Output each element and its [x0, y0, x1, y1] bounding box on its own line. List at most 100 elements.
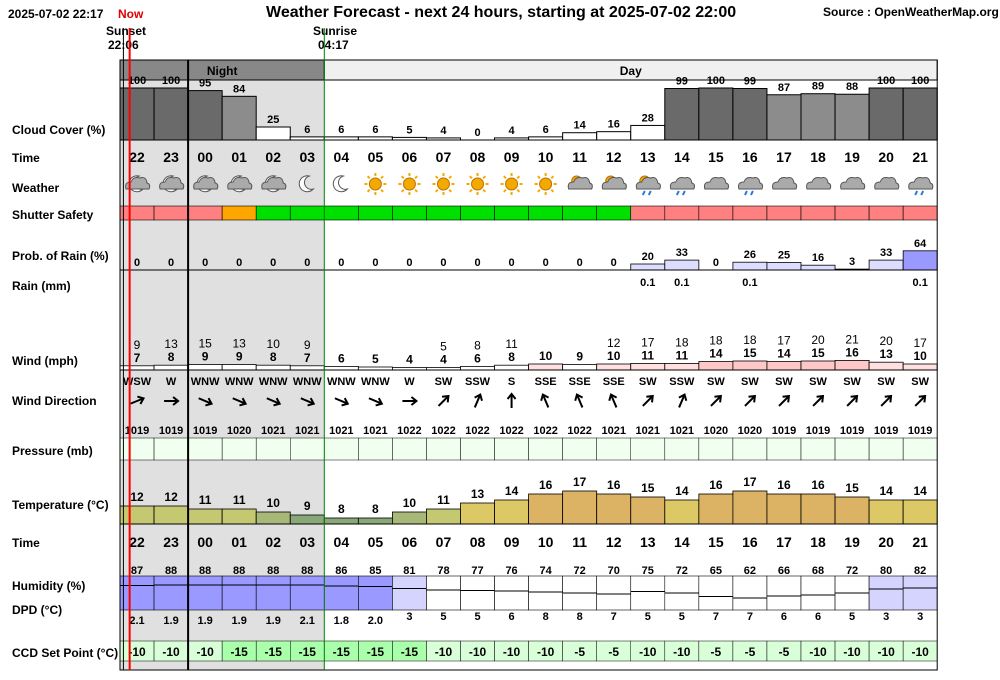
dpd-value: 3 — [406, 611, 412, 623]
humidity-value: 85 — [369, 565, 381, 577]
pressure-value: 1020 — [704, 425, 728, 437]
row-label-temperature: Temperature (°C) — [12, 498, 109, 512]
ccd-set-point-value: -10 — [877, 645, 895, 659]
pressure-value: 1022 — [397, 425, 421, 437]
sun-icon — [466, 173, 489, 195]
temperature-value: 11 — [437, 493, 450, 507]
wind-direction-label: WNW — [191, 376, 220, 388]
pressure-value: 1020 — [227, 425, 251, 437]
time-label: 00 — [197, 149, 213, 165]
cloud-cover-value: 6 — [304, 124, 310, 136]
row-label-wind: Wind (mph) — [12, 354, 78, 368]
wind-speed-value: 8 — [168, 350, 175, 364]
cloud-cover-value: 14 — [574, 120, 587, 132]
cloud-cover-value: 87 — [778, 82, 790, 94]
cloud-cover-bar — [868, 87, 904, 141]
temperature-value: 10 — [403, 496, 417, 510]
row-label-ccd-set-point: CCD Set Point (°C) — [12, 646, 119, 660]
time-label: 17 — [776, 149, 792, 165]
dpd-value: 5 — [645, 611, 651, 623]
cloud-rain-icon — [908, 177, 934, 196]
dpd-value: 2.0 — [368, 615, 383, 627]
temperature-value: 8 — [372, 502, 379, 516]
time-label: 09 — [504, 534, 520, 550]
shutter-cell — [460, 205, 495, 221]
wind-direction-label: SSW — [669, 376, 695, 388]
wind-speed-bar — [460, 365, 495, 371]
cloud-cover-value: 16 — [608, 119, 620, 131]
wind-gust-value: 9 — [304, 338, 311, 352]
rain-probability-value: 0 — [372, 257, 378, 269]
row-label-wind-direction: Wind Direction — [12, 394, 97, 408]
day-label: Day — [620, 64, 642, 78]
humidity-value: 86 — [335, 565, 347, 577]
sun-cloud-rain-icon — [635, 175, 661, 196]
wind-gust-value: 20 — [879, 334, 893, 348]
humidity-cell — [221, 575, 257, 611]
pressure-cell — [868, 437, 904, 461]
pressure-value: 1022 — [431, 425, 455, 437]
wind-arrow-icon — [812, 394, 825, 407]
dpd-value: 6 — [509, 611, 515, 623]
rain-probability-value: 64 — [914, 238, 927, 250]
wind-arrow-icon — [164, 396, 180, 406]
humidity-cell — [766, 575, 802, 611]
header-datetime: 2025-07-02 22:17 — [8, 7, 104, 21]
dpd-value: 1.9 — [197, 615, 212, 627]
wind-speed-value: 6 — [338, 351, 345, 365]
pressure-value: 1021 — [670, 425, 694, 437]
temperature-value: 14 — [913, 484, 927, 498]
wind-speed-bar — [664, 362, 700, 371]
row-label-time-2: Time — [12, 536, 40, 550]
wind-direction-label: WNW — [225, 376, 254, 388]
temperature-bar — [596, 493, 632, 525]
ccd-set-point-value: -5 — [745, 645, 756, 659]
wind-speed-bar — [255, 364, 291, 371]
pressure-cell — [834, 437, 870, 461]
dpd-value: 6 — [781, 611, 787, 623]
wind-speed-value: 10 — [539, 349, 553, 363]
ccd-set-point-value: -5 — [779, 645, 790, 659]
cloud-cover-value: 4 — [509, 125, 516, 137]
wind-gust-value: 15 — [198, 337, 212, 351]
dpd-value: 1.8 — [334, 615, 349, 627]
wind-gust-value: 12 — [607, 336, 621, 350]
pressure-cell — [460, 437, 495, 461]
wind-gust-value: 11 — [505, 337, 518, 351]
wind-speed-bar — [221, 364, 257, 371]
wind-gust-value: 17 — [913, 336, 927, 350]
ccd-set-point-value: -10 — [469, 645, 487, 659]
humidity-cell — [119, 575, 155, 611]
humidity-cell — [732, 575, 768, 611]
pressure-value: 1022 — [567, 425, 591, 437]
ccd-set-point-value: -15 — [401, 645, 419, 659]
rain-probability-value: 0 — [509, 257, 515, 269]
wind-gust-value: 5 — [440, 340, 447, 354]
dpd-value: 3 — [883, 611, 889, 623]
rain-probability-value: 0 — [543, 257, 549, 269]
wind-gust-value: 8 — [474, 338, 481, 352]
wind-speed-bar — [766, 361, 802, 371]
humidity-cell — [153, 575, 189, 611]
wind-speed-value: 9 — [202, 350, 209, 364]
rain-probability-value: 0 — [270, 257, 276, 269]
wind-speed-value: 7 — [134, 351, 141, 365]
rain-probability-bar — [868, 259, 904, 271]
pressure-cell — [902, 437, 938, 461]
row-label-dpd: DPD (°C) — [12, 603, 63, 617]
pressure-cell — [494, 437, 529, 461]
pressure-cell — [358, 437, 393, 461]
wind-speed-value: 9 — [576, 350, 583, 364]
wind-speed-value: 4 — [440, 353, 447, 367]
temperature-value: 15 — [845, 481, 859, 495]
temperature-value: 14 — [879, 484, 893, 498]
shutter-cell — [392, 205, 427, 221]
wind-arrow-icon — [473, 393, 483, 408]
cloud-moon-icon — [227, 175, 253, 193]
cloud-icon — [703, 177, 730, 190]
wind-gust-value: 9 — [134, 338, 141, 352]
cloud-cover-value: 0 — [474, 127, 480, 139]
time-label: 21 — [912, 149, 928, 165]
temperature-value: 10 — [267, 496, 281, 510]
humidity-cell — [630, 575, 666, 611]
